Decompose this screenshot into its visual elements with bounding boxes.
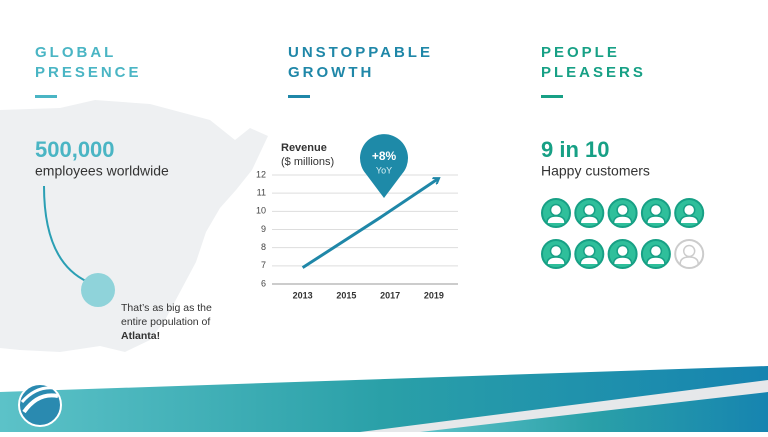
y-tick-label: 11 xyxy=(257,188,266,198)
y-tick-label: 7 xyxy=(261,260,266,270)
callout-value: +8% xyxy=(372,149,397,163)
icon-body xyxy=(612,215,633,224)
icon-body xyxy=(579,256,600,265)
y-tick-label: 12 xyxy=(256,169,266,179)
section-title: GLOBAL xyxy=(35,44,116,61)
icon-head xyxy=(649,244,663,258)
customer-icon xyxy=(574,239,605,269)
y-tick-label: 8 xyxy=(261,242,266,252)
icon-head xyxy=(583,203,596,217)
callout xyxy=(360,134,408,198)
chart: 6 7 8 9 10 11 12 2013 2015 2017 2019 +8% YoY xyxy=(256,134,458,300)
customer-icon xyxy=(574,198,605,228)
line xyxy=(301,179,439,269)
wedge xyxy=(360,380,768,432)
dash xyxy=(35,95,57,98)
customer-icon xyxy=(674,239,705,269)
icon-body xyxy=(679,256,699,265)
customer-icon xyxy=(607,198,638,228)
customer-icon xyxy=(640,198,671,228)
stat: 500,000 xyxy=(35,137,115,162)
customer-icon xyxy=(541,239,571,269)
section-title: PRESENCE xyxy=(35,64,142,81)
note: entire population of xyxy=(121,316,210,328)
icon-head xyxy=(649,203,663,217)
x-tick-label: 2015 xyxy=(336,290,356,300)
icon-body xyxy=(646,215,666,224)
wedge-band xyxy=(420,392,768,432)
customer-icon xyxy=(674,198,705,228)
customer-icon xyxy=(607,239,638,269)
icon-body xyxy=(579,215,600,224)
dot xyxy=(81,273,115,307)
icon-body xyxy=(646,256,666,265)
y-tick-label: 9 xyxy=(261,224,266,234)
icon-ring xyxy=(674,239,705,269)
stat: 9 in 10 xyxy=(541,137,609,162)
callout-label: YoY xyxy=(376,165,392,175)
icons xyxy=(541,198,705,269)
section-title: GROWTH xyxy=(288,64,374,81)
icon-body xyxy=(546,215,566,224)
logo xyxy=(18,383,62,427)
stat-label: employees worldwide xyxy=(35,163,169,179)
note: Atlanta! xyxy=(121,330,160,342)
icon-body xyxy=(546,256,566,265)
section-title: UNSTOPPABLE xyxy=(288,44,433,61)
stat-label: Happy customers xyxy=(541,163,650,179)
icon-head xyxy=(682,203,696,217)
chart-title: Revenue xyxy=(281,142,327,154)
map xyxy=(0,100,268,352)
icon-head xyxy=(616,244,629,258)
chart-subtitle: ($ millions) xyxy=(281,156,334,168)
icon-body xyxy=(612,256,633,265)
dash xyxy=(288,95,310,98)
x-tick-label: 2013 xyxy=(293,290,313,300)
icon-head xyxy=(583,244,596,258)
dash xyxy=(541,95,563,98)
icon-head xyxy=(549,244,563,258)
customer-icon xyxy=(541,198,571,228)
section-title: PLEASERS xyxy=(541,64,646,81)
x-tick-label: 2017 xyxy=(380,290,400,300)
y-tick-label: 10 xyxy=(256,206,266,216)
icon-body xyxy=(679,215,699,224)
arrow xyxy=(43,185,89,283)
icon-head xyxy=(549,203,563,217)
x-tick-label: 2019 xyxy=(424,290,444,300)
customer-icon xyxy=(640,239,671,269)
section-title: PEOPLE xyxy=(541,44,620,61)
icon-head xyxy=(616,203,629,217)
note: That’s as big as the xyxy=(121,302,212,314)
y-tick-label: 6 xyxy=(261,278,266,288)
